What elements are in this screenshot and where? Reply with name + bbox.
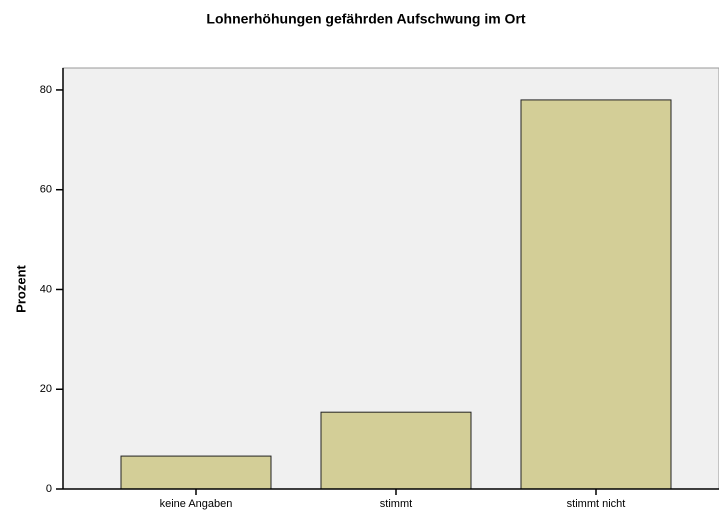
bar	[320, 411, 472, 490]
y-tick-label: 60	[40, 184, 52, 196]
x-tick-label: stimmt nicht	[567, 498, 626, 510]
x-tick-label: stimmt	[380, 498, 412, 510]
y-tick-label: 0	[46, 483, 52, 495]
y-axis-label: Prozent	[13, 264, 28, 312]
y-tick-label: 20	[40, 383, 52, 395]
bar	[520, 99, 672, 490]
bar	[120, 455, 272, 490]
x-tick-label: keine Angaben	[160, 498, 233, 510]
y-tick-label: 80	[40, 84, 52, 96]
chart-title: Lohnerhöhungen gefährden Aufschwung im O…	[206, 11, 525, 27]
y-tick-label: 40	[40, 283, 52, 295]
